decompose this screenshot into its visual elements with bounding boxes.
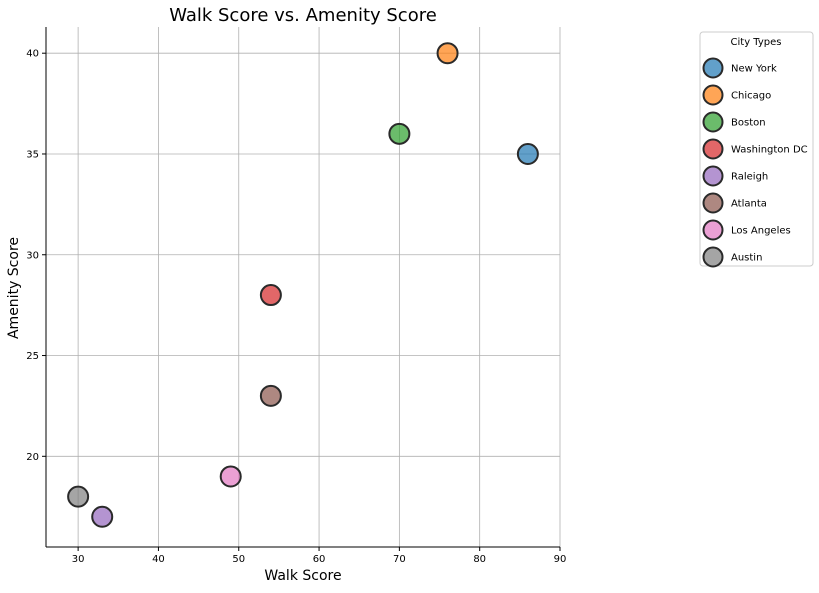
x-tick-label: 40 [152,554,165,565]
legend: City Types New York Chicago Boston Washingt… [699,31,814,268]
data-point-washington-dc [259,284,282,307]
x-tick-label: 70 [393,554,406,565]
points-layer [67,42,539,528]
legend-label-austin: Austin [731,253,762,264]
y-tick-label: 40 [26,49,39,60]
data-point-los-angeles [219,465,242,488]
legend-label-new-york: New York [731,64,777,75]
legend-marker-chicago [702,84,724,106]
x-tick-label: 30 [72,554,85,565]
legend-item-washington-dc: Washington DC [702,138,808,160]
data-point-austin [67,485,90,508]
legend-marker-new-york [702,57,724,79]
data-point-new-york [516,142,539,165]
data-point-chicago [436,42,459,65]
legend-marker-washington-dc [702,138,724,160]
chart-title: Walk Score vs. Amenity Score [169,5,437,26]
legend-items: New York Chicago Boston Washington DC Raleig… [702,57,808,268]
data-point-boston [388,122,411,145]
x-tick-label: 50 [232,554,245,565]
x-tick-label: 90 [554,554,567,565]
y-tick-label: 25 [26,351,39,362]
legend-item-boston: Boston [702,111,766,133]
x-tick-label: 60 [313,554,326,565]
legend-marker-boston [702,111,724,133]
legend-item-raleigh: Raleigh [702,165,768,187]
legend-label-washington-dc: Washington DC [731,145,808,156]
legend-label-chicago: Chicago [731,91,771,102]
ticks-layer: 30 40 50 60 70 80 90 20 25 30 35 40 [26,49,566,565]
x-axis-label: Walk Score [264,568,341,584]
y-tick-label: 35 [26,149,39,160]
axes-layer [45,27,560,548]
data-point-atlanta [259,384,282,407]
legend-label-boston: Boston [731,118,766,129]
legend-item-chicago: Chicago [702,84,771,106]
legend-label-raleigh: Raleigh [731,172,768,183]
legend-marker-raleigh [702,165,724,187]
legend-label-atlanta: Atlanta [731,199,767,210]
legend-marker-austin [702,246,724,268]
legend-box [699,31,814,267]
y-axis-label: Amenity Score [6,237,22,339]
data-point-raleigh [91,505,114,528]
legend-title: City Types [731,37,782,48]
legend-label-los-angeles: Los Angeles [731,226,791,237]
legend-item-los-angeles: Los Angeles [702,219,791,241]
y-tick-label: 30 [26,250,39,261]
y-tick-label: 20 [26,452,39,463]
legend-item-new-york: New York [702,57,777,79]
legend-item-atlanta: Atlanta [702,192,767,214]
legend-marker-atlanta [702,192,724,214]
legend-item-austin: Austin [702,246,762,268]
grid-layer [46,27,561,547]
legend-marker-los-angeles [702,219,724,241]
x-tick-label: 80 [473,554,486,565]
